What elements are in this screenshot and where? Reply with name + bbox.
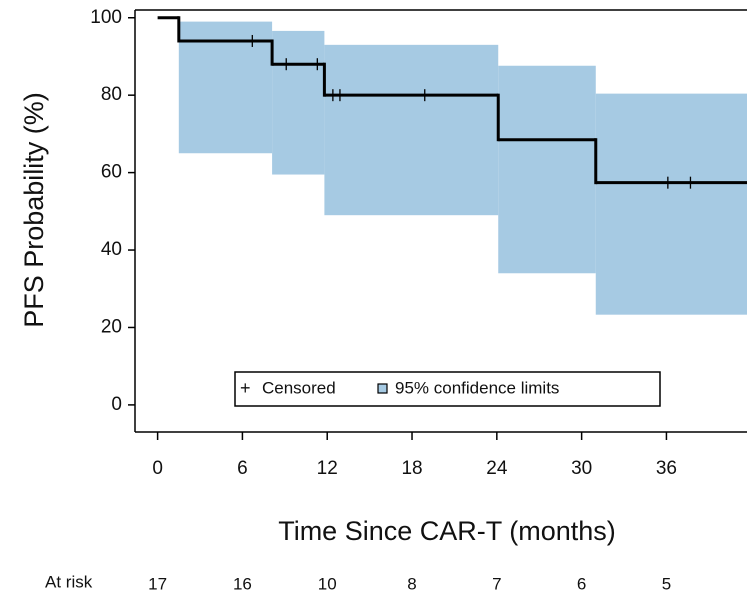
at-risk-count: 17 — [148, 574, 167, 593]
y-tick-label: 0 — [111, 394, 122, 415]
confidence-band — [498, 65, 596, 274]
band-layer — [178, 21, 747, 315]
at-risk-count: 16 — [233, 574, 252, 593]
at-risk-count: 6 — [577, 574, 586, 593]
legend-label: Censored — [262, 378, 336, 397]
x-tick-label: 18 — [401, 458, 422, 479]
legend-box — [234, 371, 661, 407]
x-tick-label: 36 — [656, 458, 677, 479]
at-risk-count: 7 — [492, 574, 501, 593]
x-axis-title: Time Since CAR-T (months) — [278, 516, 616, 546]
legend-swatch — [377, 383, 388, 394]
y-tick-label: 80 — [101, 84, 122, 105]
y-tick-label: 20 — [101, 316, 122, 337]
at-risk-count: 8 — [407, 574, 416, 593]
at-risk-count: 5 — [662, 574, 671, 593]
confidence-band — [178, 21, 273, 154]
y-tick-label: 100 — [90, 7, 122, 28]
legend-label: 95% confidence limits — [395, 378, 559, 397]
y-tick-label: 40 — [101, 239, 122, 260]
x-tick-label: 30 — [571, 458, 592, 479]
x-tick-label: 24 — [486, 458, 508, 479]
x-tick-label: 0 — [152, 458, 163, 479]
y-axis-title: PFS Probability (%) — [19, 92, 49, 328]
at-risk-count: 10 — [318, 574, 337, 593]
confidence-band — [595, 93, 747, 315]
confidence-band — [272, 30, 325, 175]
x-tick-label: 6 — [237, 458, 248, 479]
y-tick-label: 60 — [101, 162, 122, 183]
at-risk-label: At risk — [45, 572, 93, 591]
legend-censor-symbol: + — [240, 378, 251, 398]
x-tick-label: 12 — [317, 458, 338, 479]
confidence-band — [324, 44, 499, 216]
